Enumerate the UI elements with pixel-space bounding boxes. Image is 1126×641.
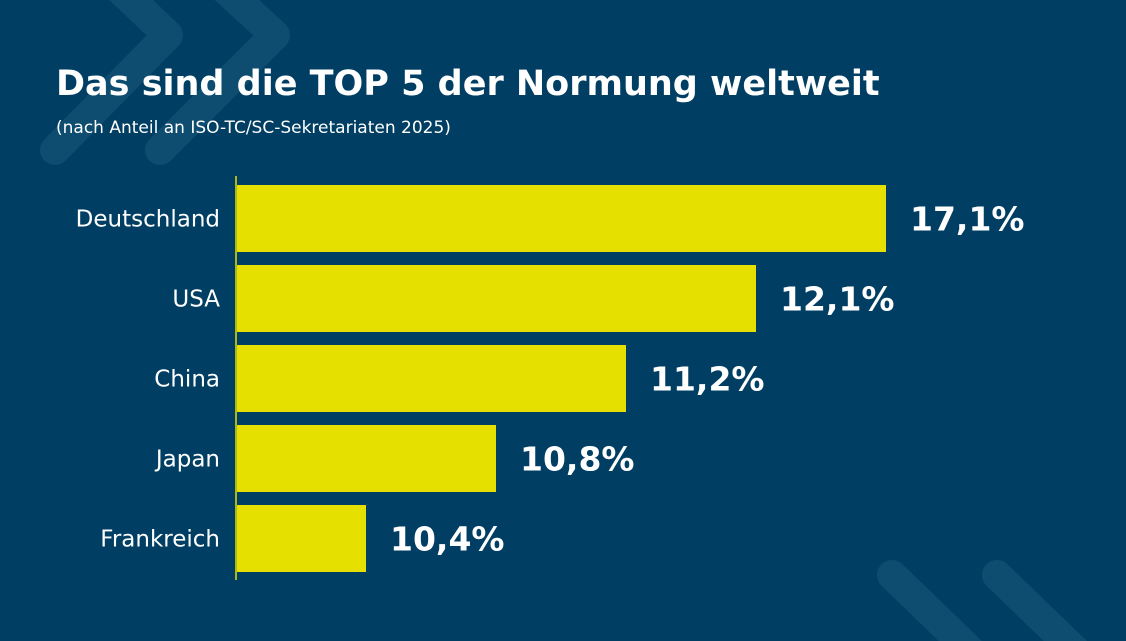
value-label: 10,8% — [520, 440, 635, 479]
value-label: 10,4% — [390, 520, 505, 559]
value-label: 17,1% — [910, 200, 1025, 239]
chart-subtitle: (nach Anteil an ISO-TC/SC-Sekretariaten … — [56, 118, 451, 138]
bar-deutschland — [237, 185, 886, 252]
category-label: USA — [172, 287, 220, 313]
chevron-icon — [145, 0, 290, 165]
bar-china — [237, 345, 626, 412]
value-label: 11,2% — [650, 360, 765, 399]
slash-icon — [877, 560, 982, 641]
bar-japan — [237, 425, 496, 492]
category-label: China — [154, 367, 220, 393]
value-label: 12,1% — [780, 280, 895, 319]
category-label: Deutschland — [76, 207, 220, 233]
chevron-icon — [40, 0, 183, 165]
bar-frankreich — [237, 505, 366, 572]
category-label: Japan — [154, 447, 220, 473]
slash-icon — [982, 560, 1087, 641]
bar-usa — [237, 265, 756, 332]
category-label: Frankreich — [100, 527, 220, 553]
chart-title: Das sind die TOP 5 der Normung weltweit — [56, 64, 880, 104]
